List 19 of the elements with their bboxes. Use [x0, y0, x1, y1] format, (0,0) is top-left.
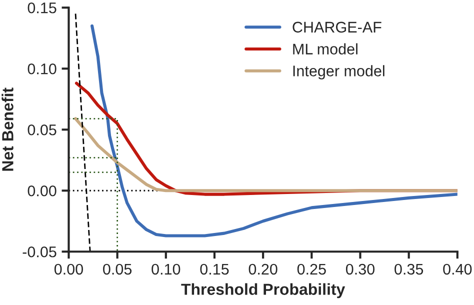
- x-axis-title: Threshold Probability: [181, 283, 346, 298]
- legend-label: ML model: [293, 43, 358, 54]
- y-tick-label: 0.10: [28, 63, 56, 74]
- y-tick-label: -0.05: [22, 246, 56, 258]
- legend-label: CHARGE-AF: [292, 22, 382, 33]
- x-tick-label: 0.25: [297, 264, 326, 275]
- y-tick-label: 0.00: [28, 185, 56, 196]
- x-tick-label: 0.00: [54, 264, 83, 275]
- x-tick-label: 0.35: [394, 264, 424, 275]
- x-tick-label: 0.10: [152, 264, 180, 275]
- x-tick-label: 0.05: [103, 264, 132, 275]
- y-tick-label: 0.15: [28, 2, 56, 14]
- x-tick-label: 0.20: [248, 264, 278, 275]
- x-tick-label: 0.30: [346, 264, 375, 275]
- y-tick-label: 0.05: [28, 124, 56, 136]
- legend-label: Integer model: [293, 65, 384, 80]
- x-tick-label: 0.15: [200, 264, 229, 275]
- y-axis-title: Net Benefit: [2, 88, 14, 171]
- x-tick-label: 0.40: [443, 264, 472, 275]
